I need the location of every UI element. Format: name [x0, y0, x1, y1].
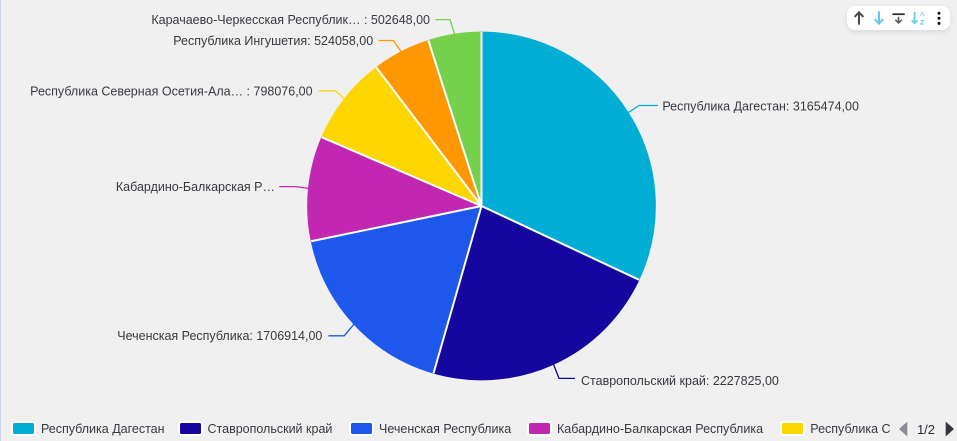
svg-text:Z: Z	[920, 19, 924, 25]
svg-text:Республика Северная Осетия-Ала: Республика Северная Осетия-Ала… : 798076…	[30, 84, 312, 98]
svg-text:Кабардино-Балкарская Р…: Кабардино-Балкарская Р…	[116, 180, 275, 194]
svg-text:Ставропольский край: 2227825,0: Ставропольский край: 2227825,00	[581, 374, 779, 388]
svg-text:Республика Дагестан: 3165474,0: Республика Дагестан: 3165474,00	[662, 100, 859, 114]
svg-text:A: A	[920, 11, 925, 18]
svg-text:Карачаево-Черкесская Республик: Карачаево-Черкесская Республик… : 502648…	[151, 13, 430, 27]
svg-text:Чеченская Республика: 1706914,: Чеченская Республика: 1706914,00	[117, 329, 322, 343]
svg-text:Республика Ингушетия: 524058,0: Республика Ингушетия: 524058,00	[173, 34, 373, 48]
